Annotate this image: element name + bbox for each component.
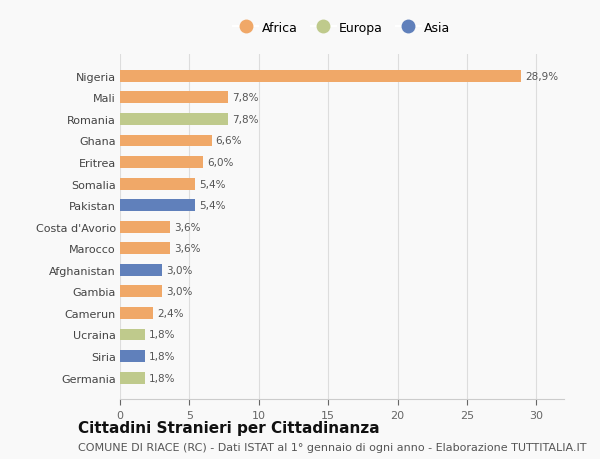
- Text: 3,6%: 3,6%: [174, 222, 200, 232]
- Bar: [120, 286, 161, 297]
- Text: 5,4%: 5,4%: [199, 179, 226, 189]
- Bar: [120, 200, 195, 212]
- Text: 1,8%: 1,8%: [149, 373, 176, 383]
- Bar: [120, 264, 161, 276]
- Text: 5,4%: 5,4%: [199, 201, 226, 211]
- Text: 28,9%: 28,9%: [525, 72, 558, 82]
- Text: COMUNE DI RIACE (RC) - Dati ISTAT al 1° gennaio di ogni anno - Elaborazione TUTT: COMUNE DI RIACE (RC) - Dati ISTAT al 1° …: [78, 442, 587, 452]
- Text: 7,8%: 7,8%: [232, 93, 259, 103]
- Text: 3,0%: 3,0%: [166, 287, 192, 297]
- Bar: [120, 178, 195, 190]
- Bar: [120, 329, 145, 341]
- Bar: [120, 372, 145, 384]
- Legend: Africa, Europa, Asia: Africa, Europa, Asia: [229, 17, 455, 39]
- Text: 6,6%: 6,6%: [216, 136, 242, 146]
- Text: 1,8%: 1,8%: [149, 351, 176, 361]
- Bar: [120, 221, 170, 233]
- Bar: [120, 350, 145, 362]
- Text: 6,0%: 6,0%: [208, 158, 234, 168]
- Bar: [120, 157, 203, 168]
- Bar: [120, 92, 228, 104]
- Bar: [120, 71, 521, 83]
- Text: 2,4%: 2,4%: [157, 308, 184, 318]
- Text: 7,8%: 7,8%: [232, 115, 259, 125]
- Text: 1,8%: 1,8%: [149, 330, 176, 340]
- Text: Cittadini Stranieri per Cittadinanza: Cittadini Stranieri per Cittadinanza: [78, 420, 380, 435]
- Bar: [120, 135, 212, 147]
- Bar: [120, 114, 228, 126]
- Text: 3,0%: 3,0%: [166, 265, 192, 275]
- Bar: [120, 243, 170, 255]
- Text: 3,6%: 3,6%: [174, 244, 200, 254]
- Bar: [120, 308, 154, 319]
